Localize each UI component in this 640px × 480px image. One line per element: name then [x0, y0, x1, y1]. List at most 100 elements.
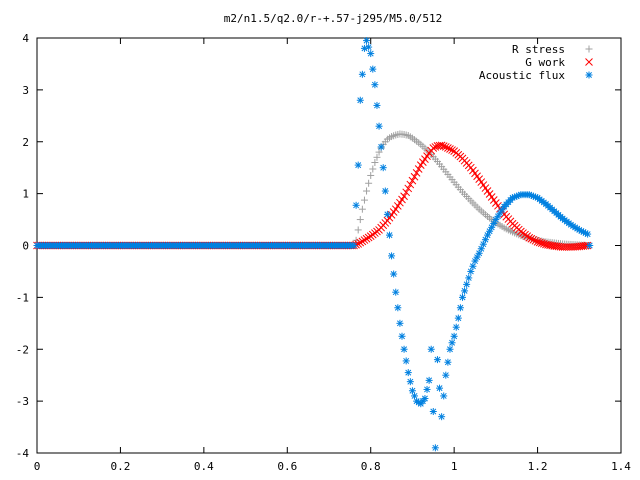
- data-point: [429, 408, 437, 415]
- data-point: [431, 143, 440, 151]
- data-point: [398, 332, 406, 340]
- data-point: [350, 242, 358, 249]
- data-point: [402, 357, 410, 365]
- data-point: [396, 319, 404, 327]
- y-tick-label: 2: [22, 136, 29, 149]
- x-tick-label: 1.4: [611, 460, 631, 473]
- data-point: [444, 144, 452, 152]
- data-point: [371, 159, 379, 166]
- data-point: [410, 172, 419, 181]
- data-point: [354, 226, 362, 234]
- data-point: [429, 144, 438, 152]
- data-point: [465, 274, 473, 282]
- data-point: [412, 169, 421, 177]
- legend-marker: [585, 45, 593, 53]
- data-point: [529, 235, 538, 244]
- data-point: [356, 238, 365, 247]
- x-tick-label: 0.8: [361, 460, 381, 473]
- data-point: [446, 145, 454, 153]
- data-point: [427, 345, 435, 353]
- legend-label: R stress: [512, 43, 565, 56]
- series-acoustic-flux: [33, 37, 594, 452]
- y-tick-label: 4: [22, 32, 29, 45]
- y-tick-label: -3: [16, 395, 29, 408]
- data-point: [584, 230, 592, 238]
- data-point: [392, 288, 400, 296]
- data-point: [527, 234, 536, 243]
- data-point: [381, 187, 389, 195]
- data-point: [373, 153, 381, 161]
- data-point: [448, 339, 456, 347]
- x-tick-label: 1.2: [528, 460, 548, 473]
- x-tick-label: 0.6: [277, 460, 297, 473]
- x-tick-label: 1: [451, 460, 458, 473]
- data-point: [375, 122, 383, 130]
- data-point: [369, 165, 377, 173]
- data-point: [448, 146, 456, 154]
- data-point: [354, 161, 362, 169]
- data-point: [452, 323, 460, 331]
- legend-label: Acoustic flux: [479, 69, 565, 82]
- y-tick-label: -1: [16, 291, 29, 304]
- data-point: [360, 196, 368, 204]
- series-r-stress: [33, 130, 592, 249]
- y-tick-label: 0: [22, 240, 29, 253]
- data-point: [365, 43, 373, 51]
- data-point: [383, 210, 391, 218]
- data-point: [438, 413, 446, 421]
- data-point: [436, 384, 444, 392]
- data-point: [379, 164, 387, 172]
- y-tick-label: 3: [22, 84, 29, 97]
- data-point: [362, 234, 371, 243]
- chart-title: m2/n1.5/q2.0/r-+.57-j295/M5.0/512: [224, 12, 443, 25]
- legend-label: G work: [525, 56, 565, 69]
- data-point: [406, 180, 415, 189]
- data-point: [356, 216, 364, 224]
- x-tick-label: 0.2: [110, 460, 130, 473]
- y-tick-label: 1: [22, 188, 29, 201]
- data-point: [461, 287, 469, 295]
- data-point: [423, 385, 431, 393]
- data-point: [400, 345, 408, 353]
- legend-marker: [585, 58, 593, 66]
- data-point: [375, 148, 383, 156]
- data-point: [446, 345, 454, 353]
- data-point: [364, 233, 373, 242]
- data-point: [458, 293, 466, 301]
- x-axis: 0 0.2 0.4 0.6 0.8 1 1.2 1.4: [34, 38, 631, 473]
- data-point: [352, 201, 360, 209]
- data-point: [367, 50, 375, 58]
- x-tick-label: 0: [34, 460, 41, 473]
- data-point: [484, 231, 492, 239]
- data-point: [444, 358, 452, 366]
- data-point: [525, 233, 534, 242]
- data-point: [385, 231, 393, 239]
- data-point: [365, 179, 373, 187]
- data-point: [394, 304, 402, 312]
- data-point: [360, 236, 369, 244]
- data-point: [358, 205, 366, 213]
- series-g-work: [33, 141, 592, 251]
- data-point: [358, 70, 366, 78]
- legend-marker: [585, 71, 593, 79]
- data-point: [533, 238, 542, 246]
- data-point: [456, 304, 464, 312]
- data-point: [408, 176, 417, 185]
- data-point: [367, 171, 375, 179]
- data-point: [431, 444, 439, 452]
- data-point: [363, 187, 371, 195]
- x-tick-label: 0.4: [194, 460, 214, 473]
- data-point: [439, 142, 448, 151]
- data-point: [440, 392, 448, 400]
- data-point: [402, 188, 411, 197]
- data-point: [537, 239, 546, 248]
- data-point: [437, 141, 446, 150]
- data-point: [354, 240, 363, 248]
- data-point: [425, 376, 433, 384]
- data-point: [442, 371, 450, 379]
- data-point: [433, 356, 441, 364]
- data-point: [406, 378, 414, 386]
- data-point: [377, 143, 385, 151]
